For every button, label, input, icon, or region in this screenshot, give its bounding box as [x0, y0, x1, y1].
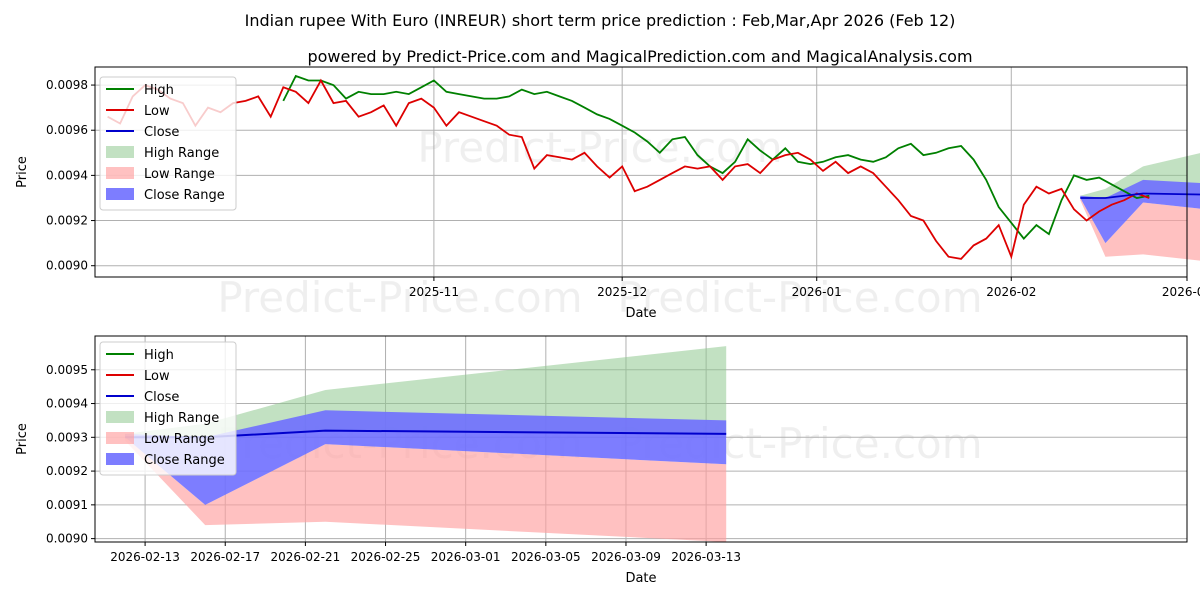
top-xtick-label: 2026-03 [1162, 285, 1200, 299]
bottom-legend-label: Low Range [144, 432, 215, 447]
top-xtick-label: 2026-02 [986, 285, 1036, 299]
bottom-xtick-label: 2026-03-13 [671, 550, 741, 564]
top-legend-swatch [106, 188, 134, 200]
top-ytick-label: 0.0094 [46, 168, 88, 182]
top-close-series-line [1080, 192, 1200, 199]
bottom-legend-label: High Range [144, 411, 219, 426]
bottom-ytick-label: 0.0093 [46, 430, 88, 444]
bottom-ytick-label: 0.0094 [46, 397, 88, 411]
top-ytick-label: 0.0090 [46, 259, 88, 273]
top-x-axis-label: Date [625, 306, 656, 321]
bottom-xtick-label: 2026-03-05 [511, 550, 581, 564]
bottom-ytick-label: 0.0090 [46, 532, 88, 546]
bottom-high-range-area [125, 346, 727, 438]
top-legend-label: Low Range [144, 167, 215, 182]
top-legend-label: High Range [144, 146, 219, 161]
top-ytick-label: 0.0092 [46, 214, 88, 228]
bottom-xtick-label: 2026-02-21 [271, 550, 341, 564]
top-high-series-line [282, 74, 1150, 240]
bottom-plot-frame [94, 335, 1188, 543]
bottom-legend-swatch [106, 411, 134, 423]
top-legend-label: Low [144, 104, 170, 119]
bottom-ytick-label: 0.0092 [46, 464, 88, 478]
top-legend-swatch [106, 146, 134, 158]
chart-subtitle: powered by Predict-Price.com and Magical… [307, 47, 972, 66]
top-low-series-line [107, 78, 1150, 260]
bottom-legend-label: Close Range [144, 453, 225, 468]
bottom-x-axis-label: Date [625, 571, 656, 586]
top-xtick-label: 2025-11 [409, 285, 459, 299]
top-plot-frame [94, 66, 1188, 278]
top-legend-swatch [106, 167, 134, 179]
bottom-legend: High Low Close High Range Low Range Close Ran… [99, 341, 237, 476]
bottom-legend-label: High [144, 348, 174, 363]
top-legend-label: Close [144, 125, 179, 140]
bottom-legend-label: Low [144, 369, 170, 384]
bottom-xtick-label: 2026-02-13 [110, 550, 180, 564]
bottom-legend-swatch [106, 453, 134, 465]
watermark: Predict-Price.com [217, 273, 582, 322]
top-ytick-label: 0.0098 [46, 78, 88, 92]
bottom-xtick-label: 2026-02-17 [190, 550, 260, 564]
bottom-legend-swatch [106, 432, 134, 444]
bottom-xtick-label: 2026-03-01 [431, 550, 501, 564]
top-legend: High Low Close High Range Low Range Close Ran… [99, 76, 237, 211]
chart-title: Indian rupee With Euro (INREUR) short te… [245, 11, 956, 30]
top-legend-label: Close Range [144, 188, 225, 203]
bottom-xtick-label: 2026-03-09 [591, 550, 661, 564]
bottom-legend-label: Close [144, 390, 179, 405]
bottom-ytick-label: 0.0091 [46, 498, 88, 512]
top-low-range-area [1080, 198, 1200, 261]
top-legend-label: High [144, 83, 174, 98]
watermark: Predict-Price.com [617, 273, 982, 322]
watermark: Predict-Price.com [417, 123, 782, 172]
bottom-xtick-label: 2026-02-25 [351, 550, 421, 564]
top-xtick-label: 2026-01 [792, 285, 842, 299]
top-y-axis-label: Price [15, 156, 30, 188]
bottom-panel: Predict-Price.com Predict-Price.com 0.00… [15, 335, 1188, 586]
top-close-range-area [1080, 179, 1200, 244]
bottom-ytick-label: 0.0095 [46, 363, 88, 377]
top-panel: Predict-Price.com Predict-Price.com Pred… [15, 66, 1200, 322]
bottom-y-axis-label: Price [15, 423, 30, 455]
top-ytick-label: 0.0096 [46, 123, 88, 137]
top-xtick-label: 2025-12 [597, 285, 647, 299]
bottom-low-range-area [125, 437, 727, 542]
